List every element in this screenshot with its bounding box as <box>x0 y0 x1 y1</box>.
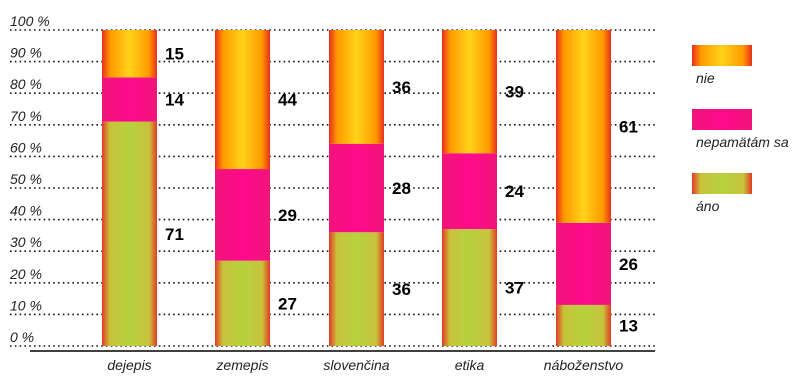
value-label: 13 <box>619 316 638 335</box>
bar-segment-nepamatam-sa <box>329 143 384 233</box>
value-label: 36 <box>392 78 411 97</box>
legend-swatch-ano <box>692 173 752 194</box>
value-label: 37 <box>505 279 524 298</box>
value-label: 71 <box>165 225 184 244</box>
bars <box>102 30 611 346</box>
y-tick-label: 10 % <box>10 297 42 313</box>
y-tick-label: 60 % <box>10 139 42 155</box>
y-tick-label: 0 % <box>10 329 34 345</box>
bar-segment-ano <box>556 304 611 346</box>
y-tick-label: 50 % <box>10 171 42 187</box>
category-label: náboženstvo <box>544 357 624 373</box>
value-label: 27 <box>278 294 297 313</box>
x-axis-categories: dejepis zemepis slovenčina etika náboženstvo <box>107 357 623 373</box>
value-label: 39 <box>505 83 524 102</box>
bar-segment-nie <box>102 30 157 78</box>
y-axis-ticks: 0 % 10 % 20 % 30 % 40 % 50 % 60 % 70 % 80 % 90 % 1… <box>9 13 50 345</box>
value-label: 28 <box>392 179 411 198</box>
legend-label-nie: nie <box>696 70 715 86</box>
bar-segment-ano <box>102 121 157 346</box>
legend-label-nepamatam-sa: nepamätám sa <box>696 134 789 150</box>
y-tick-label: 90 % <box>10 45 42 61</box>
bar-segment-nie <box>556 30 611 223</box>
value-labels: 71 14 15 27 29 44 36 28 36 37 24 39 13 26 61 <box>165 45 638 336</box>
value-label: 15 <box>165 45 184 64</box>
y-tick-label: 80 % <box>10 76 42 92</box>
legend-swatch-nepamatam-sa <box>692 109 752 130</box>
value-label: 26 <box>619 255 638 274</box>
legend-label-ano: áno <box>696 198 720 214</box>
y-tick-label: 100 % <box>10 13 50 29</box>
value-label: 24 <box>505 182 524 201</box>
category-label: slovenčina <box>323 357 389 373</box>
y-tick-label: 70 % <box>10 108 42 124</box>
category-label: dejepis <box>107 357 151 373</box>
bar-segment-nepamatam-sa <box>215 169 270 261</box>
bar-segment-nie <box>329 30 384 144</box>
bar-segment-nepamatam-sa <box>102 77 157 122</box>
bar-segment-ano <box>442 229 497 346</box>
bar-segment-nepamatam-sa <box>442 153 497 230</box>
value-label: 36 <box>392 280 411 299</box>
bar-segment-nie <box>442 30 497 154</box>
bar-segment-nie <box>215 30 270 170</box>
category-label: zemepis <box>215 357 268 373</box>
value-label: 29 <box>278 206 297 225</box>
value-label: 61 <box>619 117 638 136</box>
y-tick-label: 40 % <box>10 203 42 219</box>
category-label: etika <box>455 357 485 373</box>
y-tick-label: 20 % <box>9 266 42 282</box>
legend: nie nepamätám sa áno <box>692 45 789 214</box>
value-label: 44 <box>278 91 297 110</box>
bar-segment-nepamatam-sa <box>556 222 611 305</box>
bar-segment-ano <box>215 260 270 346</box>
y-tick-label: 30 % <box>10 234 42 250</box>
bar-segment-ano <box>329 232 384 346</box>
legend-swatch-nie <box>692 45 752 66</box>
value-label: 14 <box>165 91 184 110</box>
